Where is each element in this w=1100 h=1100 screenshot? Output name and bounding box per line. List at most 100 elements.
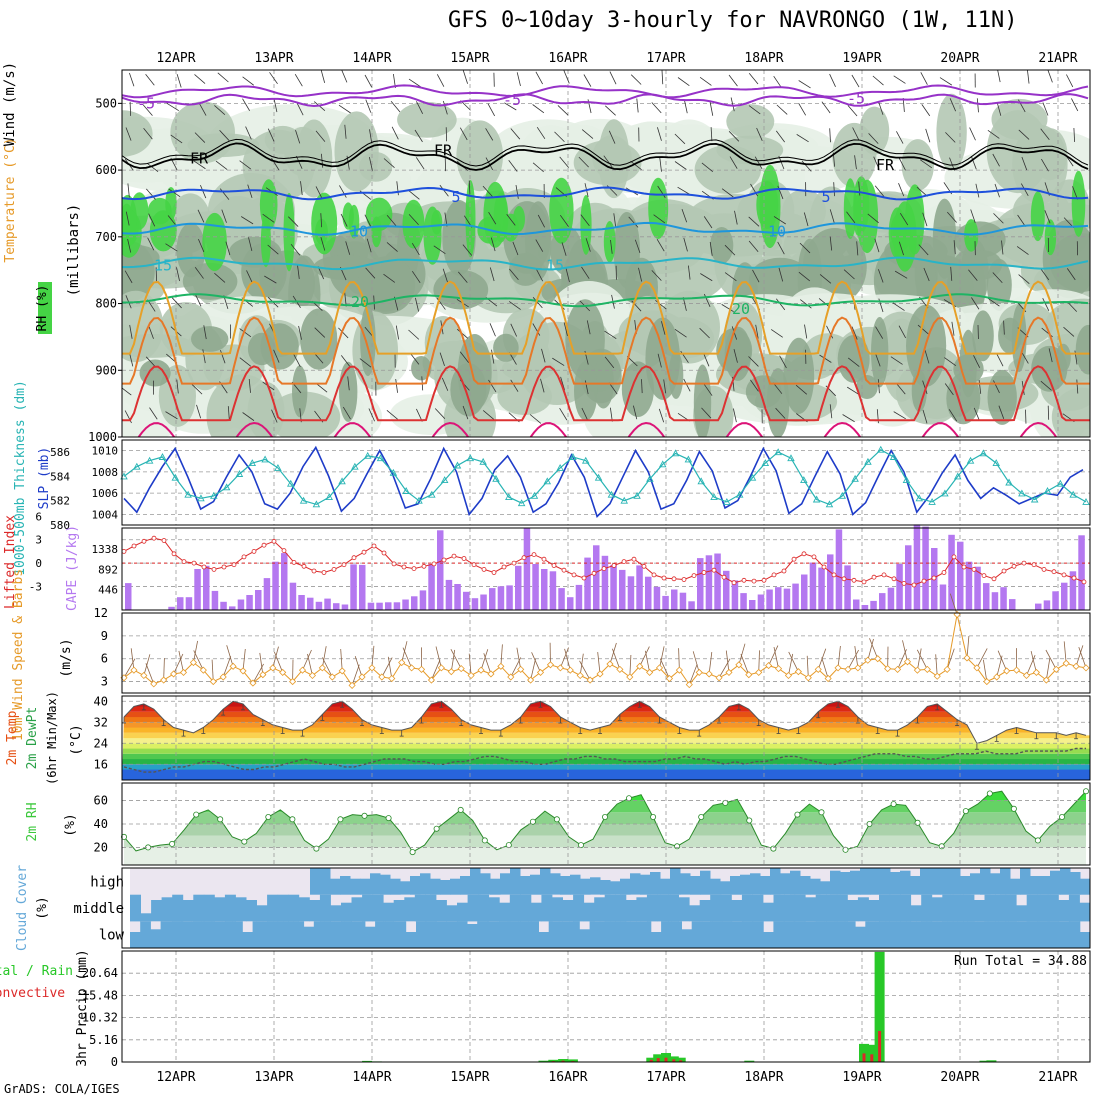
wind-barb [738, 643, 746, 665]
wind-barb [1030, 651, 1037, 673]
temp-band [122, 738, 1090, 744]
date-label-top: 18APR [744, 51, 783, 66]
cape-bar [237, 599, 245, 610]
wind-barb [411, 242, 420, 256]
cloud-cell [416, 921, 427, 948]
wind-speed-point [1032, 668, 1040, 676]
wind-speed-point [626, 673, 634, 681]
cape-bar [489, 588, 496, 610]
lifted-index-point [1011, 563, 1017, 569]
wind-barb [200, 184, 207, 199]
cape-bar [497, 586, 505, 610]
wind-barb [610, 407, 613, 422]
wind-barb [1075, 645, 1084, 667]
wind-speed-point [715, 674, 723, 682]
wind-barb [165, 411, 178, 420]
wind-barb [168, 188, 181, 198]
lifted-index-point [1081, 579, 1087, 585]
wind-barb [395, 378, 398, 393]
rh-point [626, 795, 633, 802]
precip-conv-bar [664, 1057, 668, 1062]
pressure-tick: 700 [95, 230, 117, 244]
cloud-cell [625, 900, 637, 922]
wind-barb [973, 407, 980, 421]
wind-barb [300, 181, 303, 196]
cloud-cell [847, 900, 859, 922]
cloud-cell [1047, 894, 1059, 922]
precip-total-bar [661, 1053, 671, 1062]
wind-barb [661, 321, 666, 335]
wind-barb [920, 72, 928, 85]
cloud-cell [920, 868, 931, 895]
wind-barb [364, 74, 373, 88]
wind-speed-point [913, 666, 921, 674]
wind-barb [973, 355, 981, 368]
wind-barb [267, 128, 275, 142]
wind-barb [829, 73, 836, 87]
wind-barb [923, 267, 930, 282]
wind-barb [969, 127, 976, 141]
wind-speed-point [546, 661, 555, 669]
wind-barb [146, 162, 159, 173]
wind-barb [214, 105, 226, 116]
cloud-cell [334, 921, 345, 948]
thickness-point [710, 493, 718, 501]
wind-barb [198, 103, 207, 116]
wind-barb [351, 664, 360, 686]
cloud-cell [1016, 905, 1028, 922]
wind-barb [709, 241, 713, 256]
wind-speed-point [735, 661, 743, 669]
wind-speed-point [646, 668, 654, 676]
wind-speed-point [903, 658, 912, 666]
wind-barb [541, 348, 546, 363]
cloud-cell [480, 873, 491, 895]
lifted-index-point [431, 561, 437, 567]
cloud-cell [130, 932, 141, 948]
wind-barb [129, 101, 132, 116]
wind-barb [485, 157, 494, 171]
rh-point [1010, 805, 1017, 812]
temp-tick: 40 [94, 694, 108, 708]
cloud-cell [830, 870, 841, 895]
li-tick: -3 [29, 581, 42, 594]
credit-text: GrADS: COLA/IGES [4, 1082, 120, 1096]
cloud-cell [753, 921, 764, 948]
ylabel: (millibars) [66, 204, 82, 297]
rh-blob [402, 199, 425, 249]
cape-bar [1009, 599, 1016, 610]
cloud-cell [987, 921, 999, 948]
wind-speed-point [308, 671, 316, 680]
thickness-point [171, 473, 180, 481]
wind-barb [916, 649, 928, 670]
wind-barb [953, 240, 956, 255]
cape-bar [307, 597, 314, 610]
wind-barb [148, 325, 154, 339]
cape-bar [861, 605, 869, 610]
wind-barb [402, 647, 412, 669]
thickness-point [787, 454, 795, 462]
cape-bar [645, 576, 652, 610]
wind-barb [944, 383, 954, 396]
wind-barb [163, 658, 165, 681]
precip-total-bar [548, 1059, 559, 1062]
cloud-cell [936, 921, 948, 948]
cape-bar [1078, 535, 1085, 610]
wind-barb [416, 101, 424, 114]
cape-bar [1043, 600, 1051, 610]
thickness-point [466, 454, 475, 462]
rh-blob [411, 356, 432, 381]
rh-point [457, 806, 464, 813]
wind-barb [506, 214, 516, 226]
lifted-index-point [591, 570, 597, 576]
wind-barb [833, 182, 835, 197]
wind-barb [1041, 158, 1049, 172]
precip-total-bar [675, 1057, 686, 1062]
thickness-point [312, 500, 321, 508]
thickness-point [210, 491, 218, 499]
lifted-index-point [371, 543, 377, 549]
wind-speed-point [179, 668, 188, 676]
cloud-cell [344, 921, 356, 948]
cape-bar [220, 601, 227, 610]
wind-barb [293, 354, 301, 367]
lifted-index-point [871, 574, 877, 580]
